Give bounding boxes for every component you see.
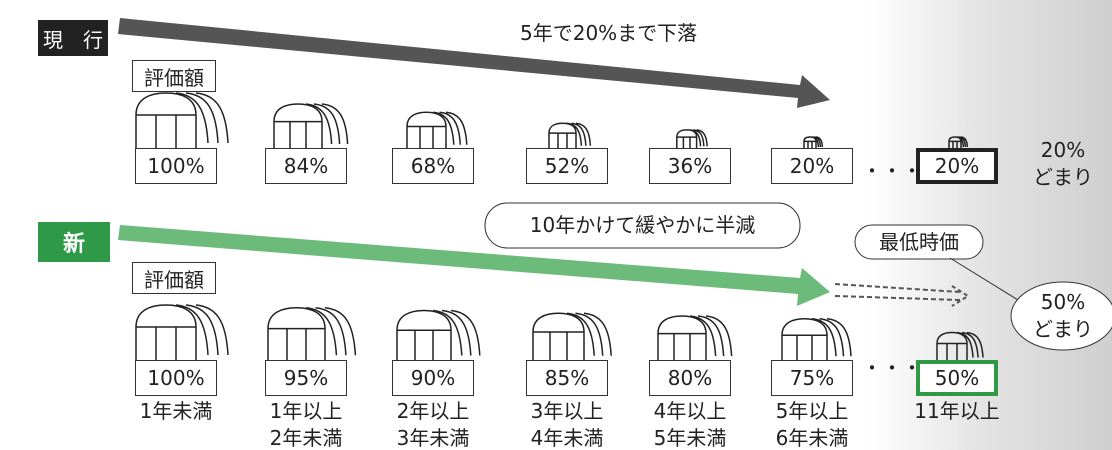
current-label: 現 行 bbox=[38, 20, 108, 56]
value-label: 評価額 bbox=[132, 262, 216, 294]
percent-box: 90% bbox=[392, 360, 474, 396]
floor-note: どまり bbox=[1023, 316, 1103, 343]
percent-box: 100% bbox=[135, 148, 217, 184]
arrow-text: 10年かけて緩やかに半減 bbox=[485, 212, 800, 239]
floor-note: どまり bbox=[1023, 164, 1103, 191]
ellipsis: ・・・ bbox=[862, 158, 922, 185]
percent-box: 100% bbox=[135, 360, 217, 396]
floor-note: 50% bbox=[1023, 289, 1103, 316]
floor-note: 20% bbox=[1023, 137, 1103, 164]
age-label: 2年未満 bbox=[246, 425, 366, 450]
dotted-arrowhead bbox=[952, 286, 968, 306]
age-label: 5年未満 bbox=[630, 425, 750, 450]
age-label: 5年以上 bbox=[752, 398, 872, 425]
greenhouse-icon bbox=[677, 130, 707, 148]
percent-box: 85% bbox=[526, 360, 608, 396]
callout-line bbox=[950, 258, 1018, 300]
percent-box: 20% bbox=[771, 148, 853, 184]
age-label: 2年以上 bbox=[373, 398, 493, 425]
greenhouse-icon bbox=[658, 316, 732, 360]
greenhouse-icon bbox=[937, 333, 983, 361]
age-label: 1年未満 bbox=[116, 398, 236, 425]
age-label: 11年以上 bbox=[897, 398, 1017, 425]
age-label: 3年以上 bbox=[507, 398, 627, 425]
percent-box: 95% bbox=[265, 360, 347, 396]
dotted-arrow bbox=[835, 284, 960, 292]
ellipsis: ・・・ bbox=[862, 355, 922, 382]
percent-box: 84% bbox=[265, 148, 347, 184]
new-label: 新 bbox=[38, 222, 110, 262]
age-label: 3年未満 bbox=[373, 425, 493, 450]
greenhouse-icon bbox=[549, 123, 590, 148]
greenhouse-icon bbox=[136, 305, 228, 360]
percent-box: 52% bbox=[526, 148, 608, 184]
greenhouse-icon bbox=[274, 104, 348, 148]
age-label: 6年未満 bbox=[752, 425, 872, 450]
greenhouse-icon bbox=[407, 112, 467, 148]
greenhouse-icon bbox=[268, 308, 355, 360]
greenhouse-icon bbox=[397, 311, 480, 361]
value-label: 評価額 bbox=[132, 60, 216, 92]
percent-box: 75% bbox=[771, 360, 853, 396]
greenhouse-icon bbox=[804, 137, 822, 148]
infographic: 現 行 5年で20%まで下落 評価額 新 10年かけて緩やかに半減 最低時価 評… bbox=[0, 0, 1112, 450]
arrow-current bbox=[118, 18, 830, 108]
greenhouse-icon bbox=[533, 313, 611, 360]
percent-box: 50% bbox=[916, 360, 998, 396]
age-label: 4年未満 bbox=[507, 425, 627, 450]
percent-box: 68% bbox=[392, 148, 474, 184]
greenhouse-icon bbox=[782, 319, 851, 360]
age-label: 4年以上 bbox=[630, 398, 750, 425]
percent-box: 80% bbox=[649, 360, 731, 396]
percent-box: 20% bbox=[916, 148, 998, 184]
age-label: 1年以上 bbox=[246, 398, 366, 425]
arrow-text: 5年で20%まで下落 bbox=[520, 20, 697, 47]
dotted-arrow bbox=[835, 296, 960, 300]
percent-box: 36% bbox=[649, 148, 731, 184]
callout-text: 最低時価 bbox=[855, 229, 983, 256]
greenhouse-icon bbox=[136, 93, 228, 148]
greenhouse-icon bbox=[949, 137, 967, 148]
